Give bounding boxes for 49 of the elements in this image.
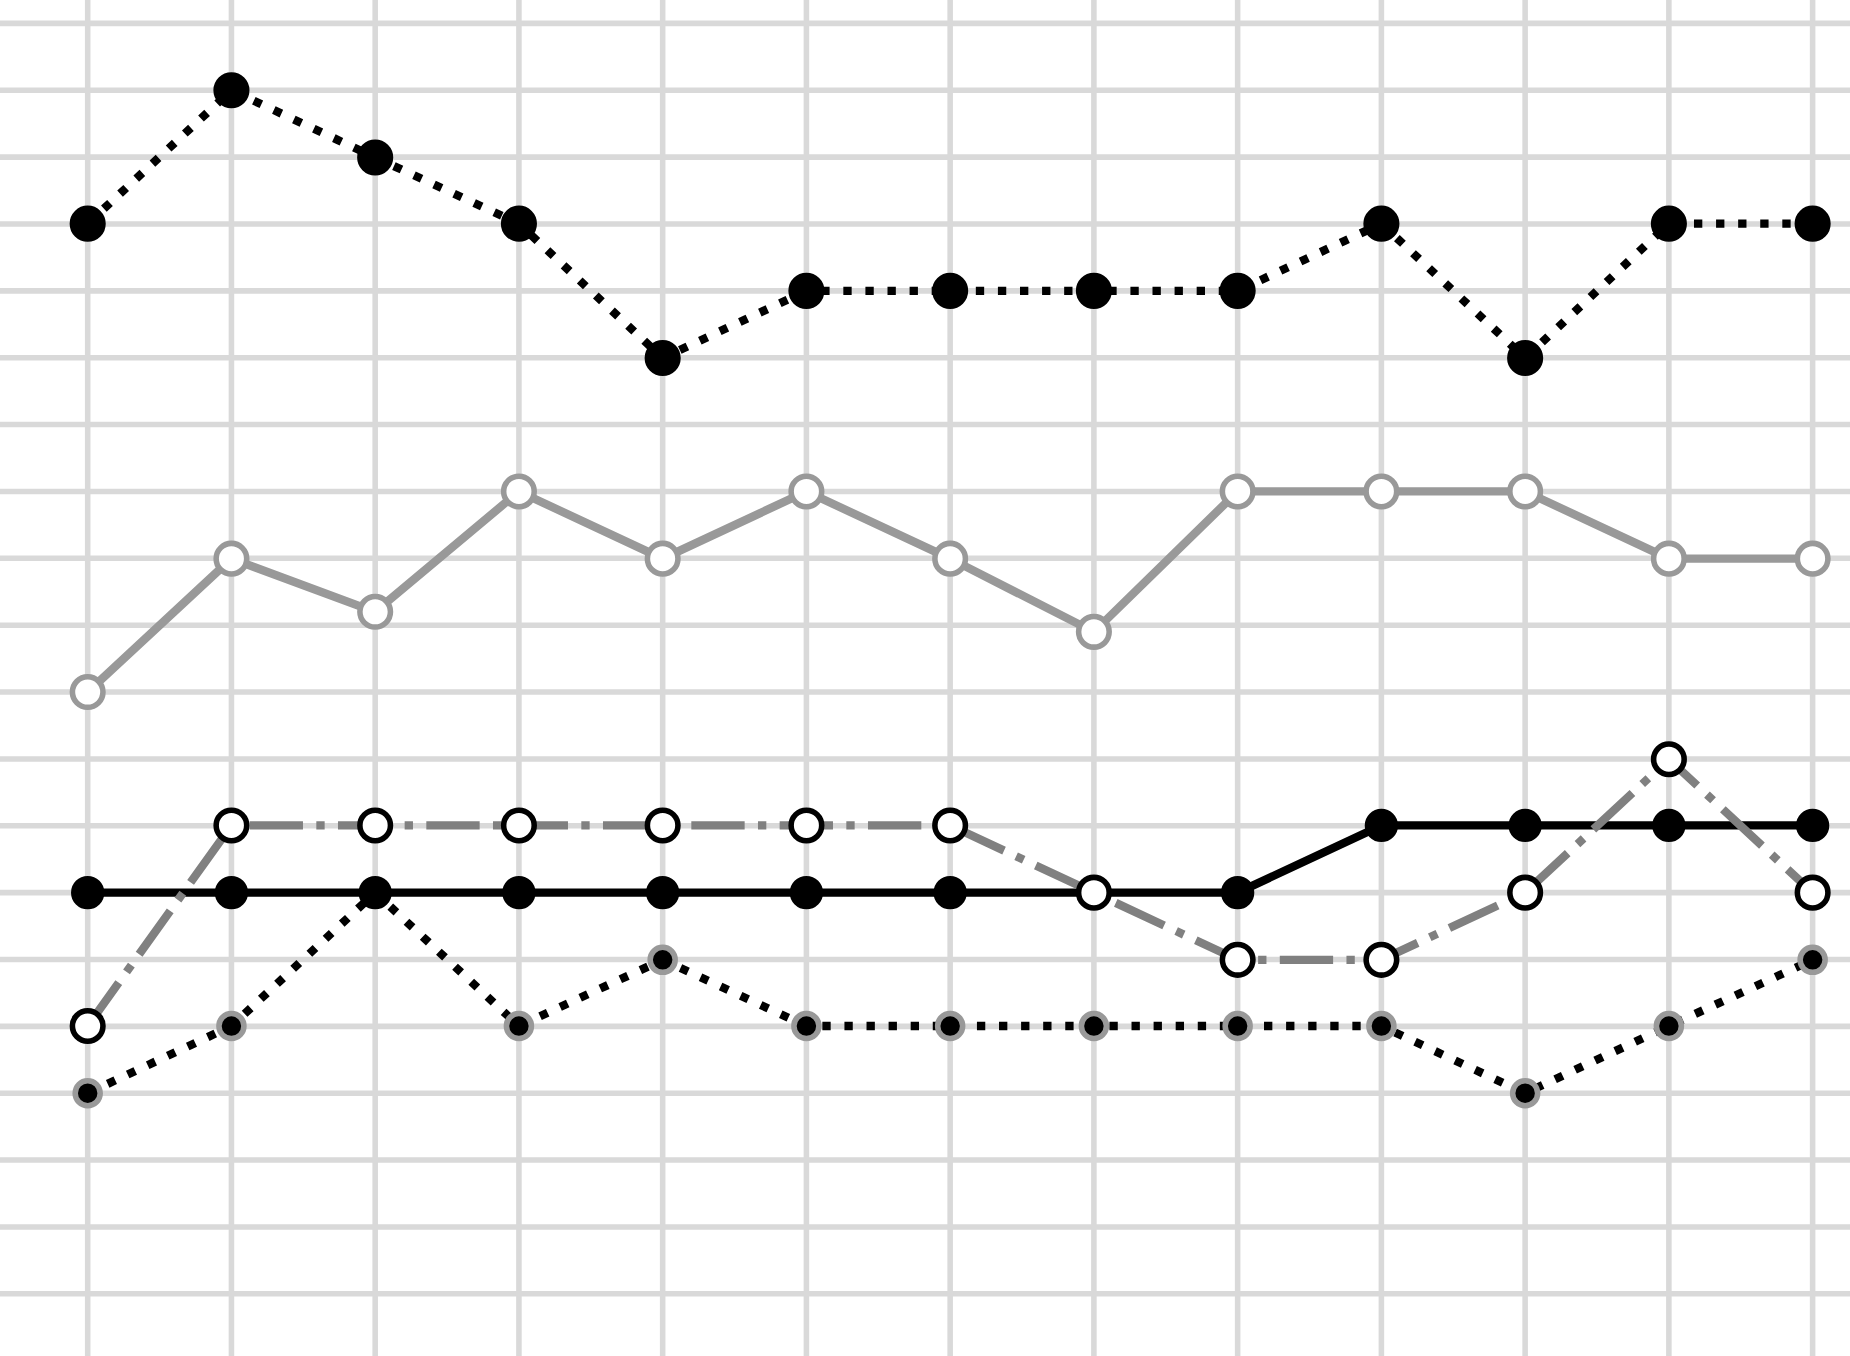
point (791, 1010, 822, 1042)
point (1507, 340, 1544, 377)
point (1795, 808, 1830, 843)
point (1363, 205, 1400, 242)
point (1075, 272, 1112, 309)
point (214, 875, 249, 910)
point (1650, 205, 1687, 242)
point (1220, 875, 1255, 910)
point (1222, 1010, 1253, 1042)
point (932, 540, 969, 577)
point (1509, 1077, 1541, 1109)
point (934, 1010, 966, 1042)
point (1650, 540, 1687, 577)
point (1219, 272, 1256, 309)
point (500, 473, 537, 510)
point (1078, 1010, 1110, 1042)
point (71, 875, 105, 910)
point (1797, 944, 1828, 976)
point (1363, 473, 1400, 510)
point (646, 875, 680, 910)
point (213, 540, 250, 577)
point (1653, 1010, 1685, 1042)
point (1366, 1010, 1397, 1042)
point (1364, 808, 1399, 843)
point (357, 139, 394, 176)
point (644, 340, 681, 377)
point (213, 72, 250, 109)
point (788, 272, 825, 309)
point (1219, 473, 1256, 510)
point (1507, 473, 1544, 510)
point (788, 473, 825, 510)
point (72, 1077, 103, 1109)
point (216, 1010, 247, 1042)
point (1075, 613, 1112, 650)
point (644, 540, 681, 577)
point (789, 875, 824, 910)
point (1794, 205, 1831, 242)
point (647, 944, 678, 976)
point (1508, 808, 1542, 843)
point (1652, 808, 1686, 843)
point (69, 673, 106, 711)
point (1794, 540, 1831, 577)
point (500, 205, 537, 242)
point (357, 593, 394, 630)
point (69, 205, 106, 242)
point (932, 272, 969, 309)
point (503, 1010, 535, 1042)
point (933, 875, 967, 910)
point (502, 875, 536, 910)
